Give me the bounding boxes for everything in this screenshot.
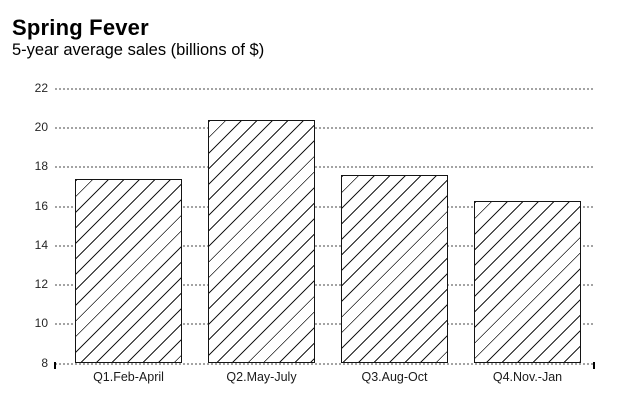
x-axis-baseline [55,362,594,365]
y-tick-label: 10 [34,316,48,331]
y-tick-label: 16 [34,198,48,213]
gridline [55,205,594,208]
x-category-label: Q3.Aug-Oct [361,370,428,384]
chart-subtitle: 5-year average sales (billions of $) [12,41,265,59]
bar-3 [341,175,448,364]
y-tick-label: 8 [41,355,48,370]
x-category-label: Q2.May-July [226,370,297,384]
bar-1 [75,179,182,364]
gridline [55,323,594,326]
y-tick-label: 22 [34,81,48,95]
y-tick-label: 14 [34,237,48,252]
y-tick-label: 12 [34,277,48,292]
y-tick-label: 18 [34,159,48,174]
gridline [55,244,594,247]
gridline [55,127,594,130]
chart-title: Spring Fever [12,15,149,40]
x-category-label: Q1.Feb-April [93,370,164,384]
gridline [55,88,594,90]
y-tick-label: 20 [34,120,48,135]
bar-2 [208,120,315,364]
bar-4 [474,200,581,364]
gridline [55,284,594,287]
x-category-label: Q4.Nov.-Jan [492,370,563,384]
axis-end-tick [54,362,56,369]
gridline [55,166,594,169]
axis-end-tick [593,362,595,369]
